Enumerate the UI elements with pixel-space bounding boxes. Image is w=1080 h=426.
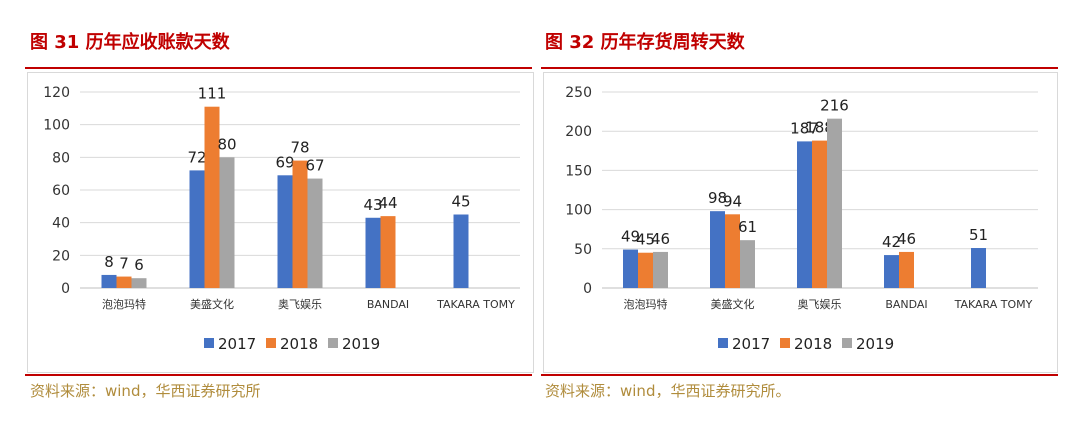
figure-31-top-rule bbox=[25, 67, 532, 69]
data-label: 49 bbox=[621, 228, 640, 246]
data-label: 67 bbox=[305, 157, 324, 175]
legend-label: 2017 bbox=[218, 335, 256, 353]
data-label: 72 bbox=[187, 148, 206, 166]
legend-label: 2018 bbox=[280, 335, 318, 353]
y-tick-label: 100 bbox=[43, 118, 70, 134]
data-label: 61 bbox=[738, 218, 757, 236]
data-label: 6 bbox=[134, 256, 144, 274]
figure-32-title: 图 32 历年存货周转天数 bbox=[545, 32, 745, 53]
bar-2017 bbox=[971, 248, 986, 288]
y-tick-label: 0 bbox=[583, 281, 592, 297]
data-label: 46 bbox=[897, 230, 916, 248]
data-label: 94 bbox=[723, 192, 742, 210]
category-label: BANDAI bbox=[367, 298, 409, 311]
legend-label: 2018 bbox=[794, 335, 832, 353]
data-label: 98 bbox=[708, 189, 727, 207]
legend-label: 2017 bbox=[732, 335, 770, 353]
bar-2018 bbox=[638, 252, 653, 288]
data-label: 44 bbox=[378, 194, 397, 212]
legend-label: 2019 bbox=[856, 335, 894, 353]
category-label: 美盛文化 bbox=[190, 297, 234, 311]
category-label: 奥飞娱乐 bbox=[278, 297, 322, 311]
category-label: 美盛文化 bbox=[711, 297, 755, 311]
y-tick-label: 60 bbox=[52, 183, 70, 199]
bar-2017 bbox=[884, 255, 899, 288]
category-label: BANDAI bbox=[885, 298, 927, 311]
bar-2019 bbox=[131, 278, 147, 288]
bar-2019 bbox=[653, 251, 668, 288]
category-label: TAKARA TOMY bbox=[954, 298, 1033, 311]
bar-2019 bbox=[827, 118, 842, 288]
figure-32-chart: 0 50 100 150 200 250 49 45 46 泡泡玛特 98 94 61 美盛文化 187 18… bbox=[543, 72, 1058, 373]
figure-31-chart: 0 20 40 60 80 100 120 8 7 6 泡泡玛特 72 111 80 美盛文化 69 78 67 奥… bbox=[27, 72, 534, 373]
data-label: 188 bbox=[805, 119, 834, 137]
data-label: 78 bbox=[290, 139, 309, 157]
y-tick-label: 40 bbox=[52, 216, 70, 232]
category-label: TAKARA TOMY bbox=[436, 298, 515, 311]
data-label: 45 bbox=[451, 193, 470, 211]
bar-2018 bbox=[292, 160, 308, 288]
data-label: 111 bbox=[198, 85, 227, 103]
bar-2017 bbox=[710, 211, 725, 288]
bar-2019 bbox=[740, 240, 755, 288]
figure-31-title: 图 31 历年应收账款天数 bbox=[30, 32, 230, 53]
bar-2018 bbox=[116, 276, 132, 288]
category-label: 奥飞娱乐 bbox=[798, 297, 842, 311]
y-tick-label: 200 bbox=[565, 124, 592, 140]
y-tick-label: 100 bbox=[565, 203, 592, 219]
bar-2017 bbox=[623, 249, 638, 288]
legend-swatch-2018 bbox=[266, 338, 276, 348]
data-label: 42 bbox=[882, 233, 901, 251]
legend-swatch-2017 bbox=[204, 338, 214, 348]
legend-label: 2019 bbox=[342, 335, 380, 353]
data-label: 69 bbox=[275, 153, 294, 171]
bar-2017 bbox=[277, 175, 293, 288]
y-tick-label: 150 bbox=[565, 163, 592, 179]
data-label: 7 bbox=[119, 255, 129, 273]
figure-31-source: 资料来源：wind，华西证券研究所 bbox=[30, 382, 261, 400]
y-tick-label: 120 bbox=[43, 85, 70, 101]
bar-2018 bbox=[725, 214, 740, 288]
bar-2019 bbox=[307, 178, 323, 288]
y-tick-label: 20 bbox=[52, 248, 70, 264]
y-tick-label: 80 bbox=[52, 150, 70, 166]
bar-2018 bbox=[204, 106, 220, 288]
figure-32-top-rule bbox=[541, 67, 1058, 69]
bar-2018 bbox=[380, 216, 396, 288]
bar-2017 bbox=[797, 141, 812, 288]
y-tick-label: 250 bbox=[565, 85, 592, 101]
data-label: 45 bbox=[636, 231, 655, 249]
data-label: 216 bbox=[820, 97, 849, 115]
data-label: 80 bbox=[217, 135, 236, 153]
data-label: 43 bbox=[363, 196, 382, 214]
data-label: 51 bbox=[969, 226, 988, 244]
bar-2017 bbox=[365, 217, 381, 288]
category-label: 泡泡玛特 bbox=[624, 297, 668, 311]
figure-32-source: 资料来源：wind，华西证券研究所。 bbox=[545, 382, 791, 400]
legend-swatch-2019 bbox=[328, 338, 338, 348]
category-label: 泡泡玛特 bbox=[102, 297, 146, 311]
figure-32-bottom-rule bbox=[541, 374, 1058, 376]
bar-2017 bbox=[189, 170, 205, 288]
bar-2018 bbox=[899, 251, 914, 288]
y-tick-label: 0 bbox=[61, 281, 70, 297]
bar-2017 bbox=[101, 274, 117, 288]
data-label: 187 bbox=[790, 119, 819, 137]
y-tick-label: 50 bbox=[574, 242, 592, 258]
data-label: 8 bbox=[104, 253, 114, 271]
bar-2018 bbox=[812, 140, 827, 288]
legend-swatch-2019 bbox=[842, 338, 852, 348]
bar-2017 bbox=[453, 214, 469, 288]
figure-32-chart-svg: 050100150200250494546泡泡玛特989461美盛文化18718… bbox=[565, 85, 1038, 353]
data-label: 46 bbox=[651, 230, 670, 248]
bar-2019 bbox=[219, 157, 235, 288]
legend-swatch-2018 bbox=[780, 338, 790, 348]
legend-swatch-2017 bbox=[718, 338, 728, 348]
figure-31-bottom-rule bbox=[25, 374, 532, 376]
